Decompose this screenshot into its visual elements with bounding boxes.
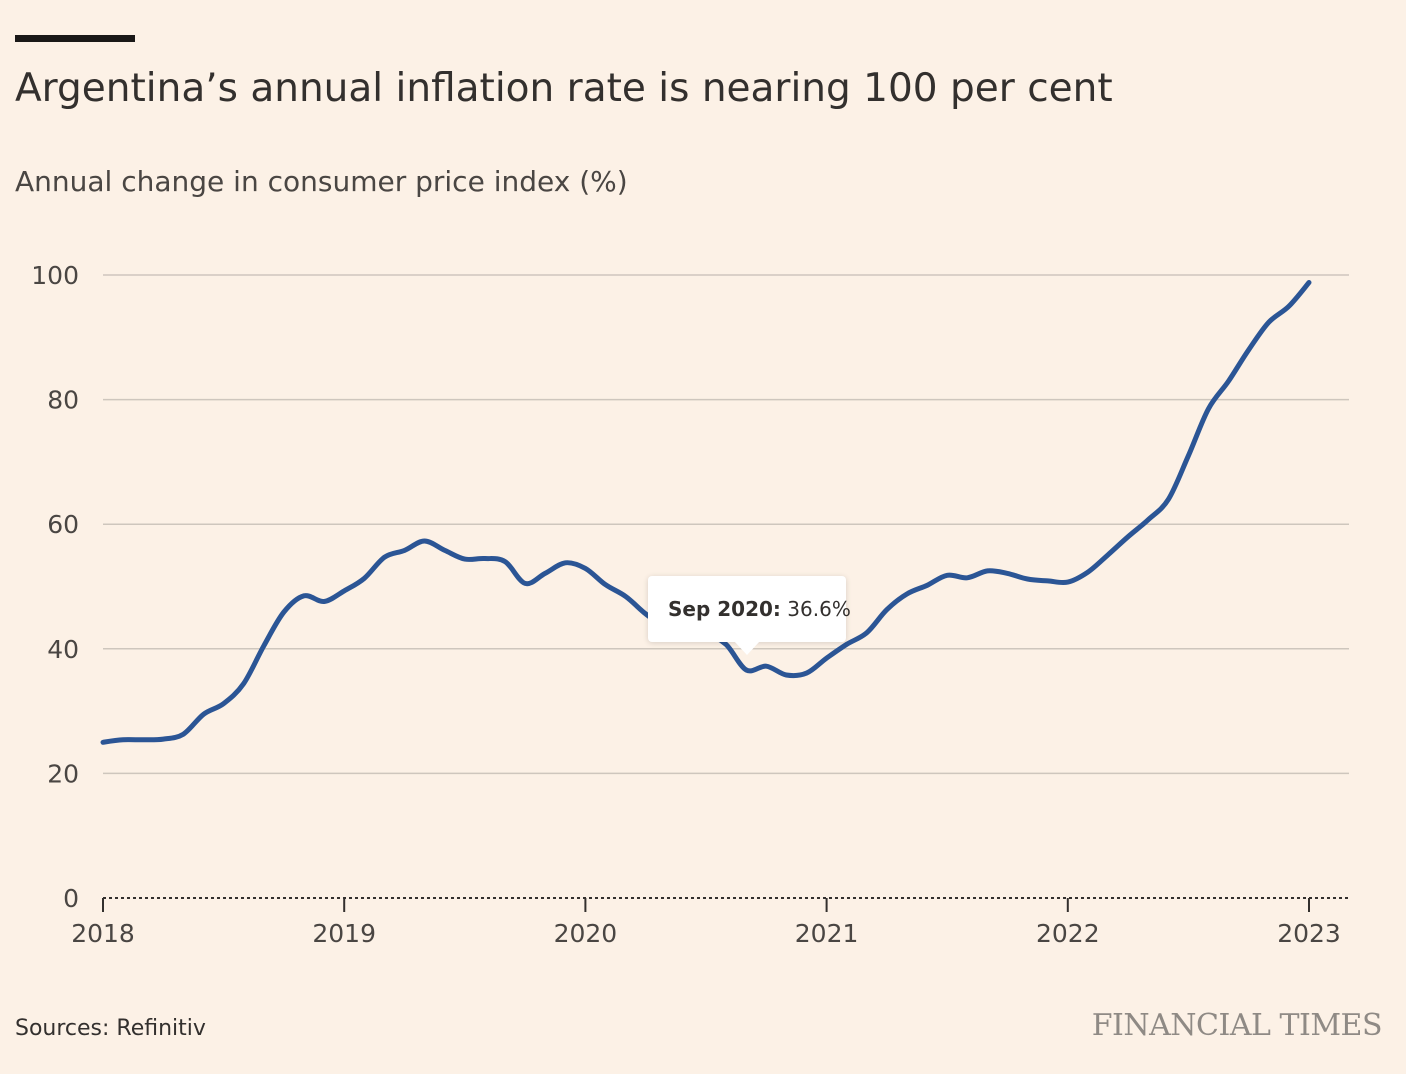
x-tick-label-2022: 2022 [1036, 919, 1100, 948]
x-tick-label-2018: 2018 [71, 919, 135, 948]
y-tick-label-60: 60 [47, 510, 79, 539]
grid-lines [103, 274, 1349, 899]
x-tick-label-2021: 2021 [795, 919, 859, 948]
y-axis-labels: 0 20 40 60 80 100 [31, 261, 79, 913]
series-line-0 [100, 280, 1312, 745]
series-layer [100, 280, 1312, 745]
y-tick-label-40: 40 [47, 635, 79, 664]
y-tick-label-100: 100 [31, 261, 79, 290]
x-tick-label-2020: 2020 [554, 919, 618, 948]
y-tick-label-80: 80 [47, 386, 79, 415]
y-tick-label-0: 0 [63, 884, 79, 913]
source-note: Sources: Refinitiv [15, 1016, 206, 1041]
x-tick-label-2019: 2019 [312, 919, 376, 948]
data-tooltip: Sep 2020: 36.6% [648, 576, 851, 642]
tooltip-label: Sep 2020: [668, 597, 781, 621]
header-accent-bar [15, 35, 135, 42]
chart-title: Argentina’s annual inflation rate is nea… [15, 66, 1113, 111]
ft-logo: FINANCIAL TIMES [1091, 1008, 1383, 1043]
y-tick-label-20: 20 [47, 759, 79, 788]
chart-subtitle: Annual change in consumer price index (%… [15, 165, 628, 198]
tooltip-pointer [734, 641, 760, 655]
x-tick-label-2023: 2023 [1277, 919, 1341, 948]
tooltip-value: 36.6% [787, 597, 851, 621]
x-axis: 2018 2019 2020 2021 2022 2023 [71, 898, 1341, 948]
